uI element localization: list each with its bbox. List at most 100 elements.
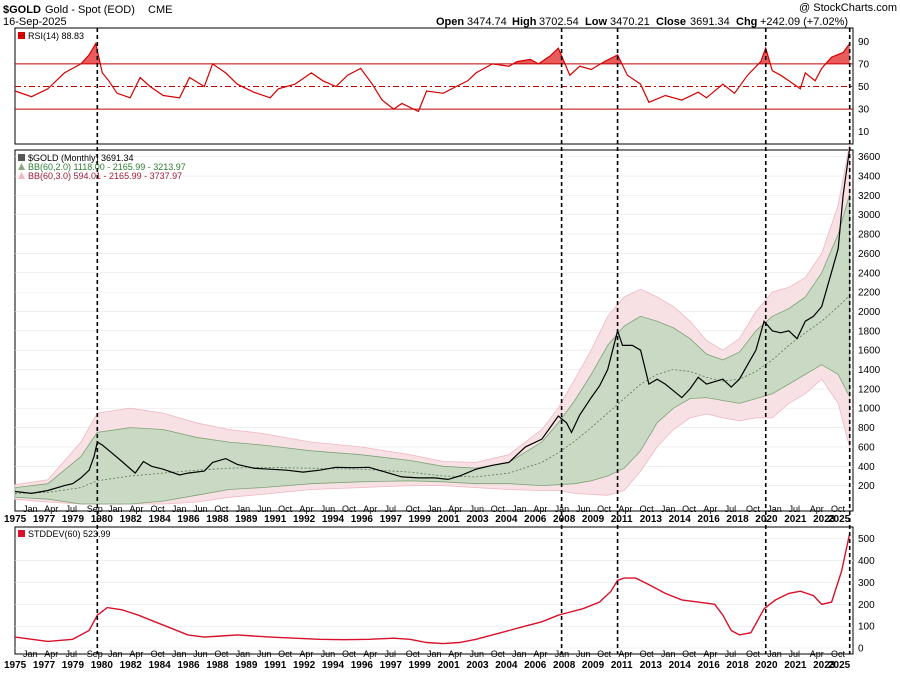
x-year-label: 2023 (813, 514, 836, 525)
x-month-label: Apr (703, 504, 717, 514)
x-month-label-bottom: Jul (725, 649, 737, 659)
exchange-label: CME (148, 4, 172, 16)
x-month-label: Jul (384, 504, 396, 514)
x-month-label-bottom: Sep (87, 649, 103, 659)
x-year-label: 2018 (726, 514, 749, 525)
bb2-legend-label: BB(60,2.0) 1118.00 - 2165.99 - 3213.97 (28, 162, 186, 172)
x-month-label-bottom: Apr (129, 649, 143, 659)
x-year-label: 1989 (235, 660, 258, 671)
x-month-label-bottom: Apr (533, 649, 547, 659)
low-label: Low (585, 16, 607, 28)
x-year-label: 1996 (351, 514, 374, 525)
x-year-label: 2011 (611, 660, 633, 671)
x-month-label-bottom: Jan (236, 649, 251, 659)
x-year-label: 1975 (4, 514, 27, 525)
x-month-label-bottom: Jan (172, 649, 187, 659)
price-tick-label: 3400 (858, 172, 881, 183)
price-legend: $GOLD (Monthly) 3691.34 BB(60,2.0) 1118.… (18, 153, 186, 181)
chg-value: +242.09 (+7.02%) (760, 16, 848, 28)
x-month-label: Jul (725, 504, 737, 514)
price-layer: 200 400 600 800 1000 1200 1400 1600 1800 2000 2200… (14, 143, 881, 505)
x-month-label: Jul (66, 504, 78, 514)
x-month-label: Oct (151, 504, 166, 514)
rsi-tick-label: 90 (858, 37, 870, 48)
close-value: 3691.34 (690, 16, 730, 28)
symbol-title: $GOLD (3, 4, 41, 16)
x-year-label: 2004 (495, 660, 518, 671)
std-panel-frame (14, 526, 854, 655)
x-year-label: 2025 (828, 660, 851, 671)
std-line (14, 533, 851, 645)
low-value: 3470.21 (610, 16, 650, 28)
x-year-label: 1996 (351, 660, 374, 671)
x-month-label-bottom: Oct (342, 649, 357, 659)
x-month-label-bottom: Jan (427, 649, 442, 659)
std-tick-label: 400 (858, 556, 875, 567)
x-year-label: 2021 (784, 660, 807, 671)
x-month-label-bottom: Jun (576, 649, 591, 659)
price-tick-label: 400 (858, 462, 875, 473)
x-month-label-bottom: Apr (618, 649, 632, 659)
x-month-label: Jun (193, 504, 208, 514)
x-month-label-bottom: Apr (448, 649, 462, 659)
bb-middle-line (14, 295, 850, 494)
x-month-label-bottom: Jan (23, 649, 38, 659)
x-year-label: 1986 (177, 514, 200, 525)
x-month-label: Oct (491, 504, 506, 514)
x-month-label-bottom: Jul (384, 649, 396, 659)
x-year-label: 1975 (4, 660, 27, 671)
x-year-label: 2013 (640, 660, 663, 671)
rsi-tick-label: 50 (858, 82, 870, 93)
rsi-line (14, 41, 851, 113)
std-tick-label: 300 (858, 578, 875, 589)
x-month-label: Jul (788, 504, 800, 514)
std-legend-swatch (18, 530, 25, 537)
x-year-label: 2016 (698, 660, 721, 671)
x-year-label: 2003 (466, 514, 489, 525)
chg-label: Chg (736, 16, 757, 28)
price-tick-label: 2800 (858, 230, 881, 241)
x-month-label: Jan (172, 504, 187, 514)
price-tick-label: 200 (858, 481, 875, 492)
x-year-label: 1994 (322, 514, 345, 525)
x-month-label: Jan (108, 504, 123, 514)
x-year-label: 2020 (755, 514, 778, 525)
x-month-label-bottom: Jan (108, 649, 123, 659)
price-tick-label: 600 (858, 442, 875, 453)
x-year-label: 1982 (120, 660, 143, 671)
x-year-label: 2009 (582, 514, 605, 525)
price-line (14, 147, 851, 495)
x-year-label: 2003 (466, 660, 489, 671)
high-value: 3702.54 (539, 16, 579, 28)
x-year-label: 2006 (524, 514, 547, 525)
x-year-label: 1977 (33, 660, 56, 671)
x-year-label: 2011 (611, 514, 633, 525)
bb2-legend-swatch (18, 163, 25, 170)
x-month-label-bottom: Oct (640, 649, 655, 659)
x-year-label: 1997 (380, 514, 403, 525)
x-year-label: 2004 (495, 514, 518, 525)
rsi-overbought-fill (15, 43, 850, 64)
x-year-label: 1988 (206, 660, 229, 671)
x-month-label: Jan (427, 504, 442, 514)
price-tick-label: 1600 (858, 346, 881, 357)
x-year-label: 1989 (235, 514, 258, 525)
x-month-label-bottom: Apr (703, 649, 717, 659)
close-label: Close (656, 16, 686, 28)
rsi-legend: RSI(14) 88.83 (18, 31, 84, 41)
x-month-label-bottom: Jan (512, 649, 527, 659)
price-tick-label: 2200 (858, 288, 881, 299)
rsi-panel-frame (14, 27, 854, 145)
x-year-label: 2008 (553, 514, 576, 525)
rsi-legend-label: RSI(14) 88.83 (28, 31, 84, 41)
price-panel-frame (14, 149, 854, 512)
x-year-label: 1979 (62, 514, 85, 525)
rsi-legend-swatch (18, 32, 25, 39)
x-year-label: 1997 (380, 660, 403, 671)
price-tick-label: 3200 (858, 191, 881, 202)
rsi-tick-label: 10 (858, 127, 870, 138)
x-month-label-bottom: Apr (363, 649, 377, 659)
x-year-label: 1988 (206, 514, 229, 525)
x-year-label: 2013 (640, 514, 663, 525)
